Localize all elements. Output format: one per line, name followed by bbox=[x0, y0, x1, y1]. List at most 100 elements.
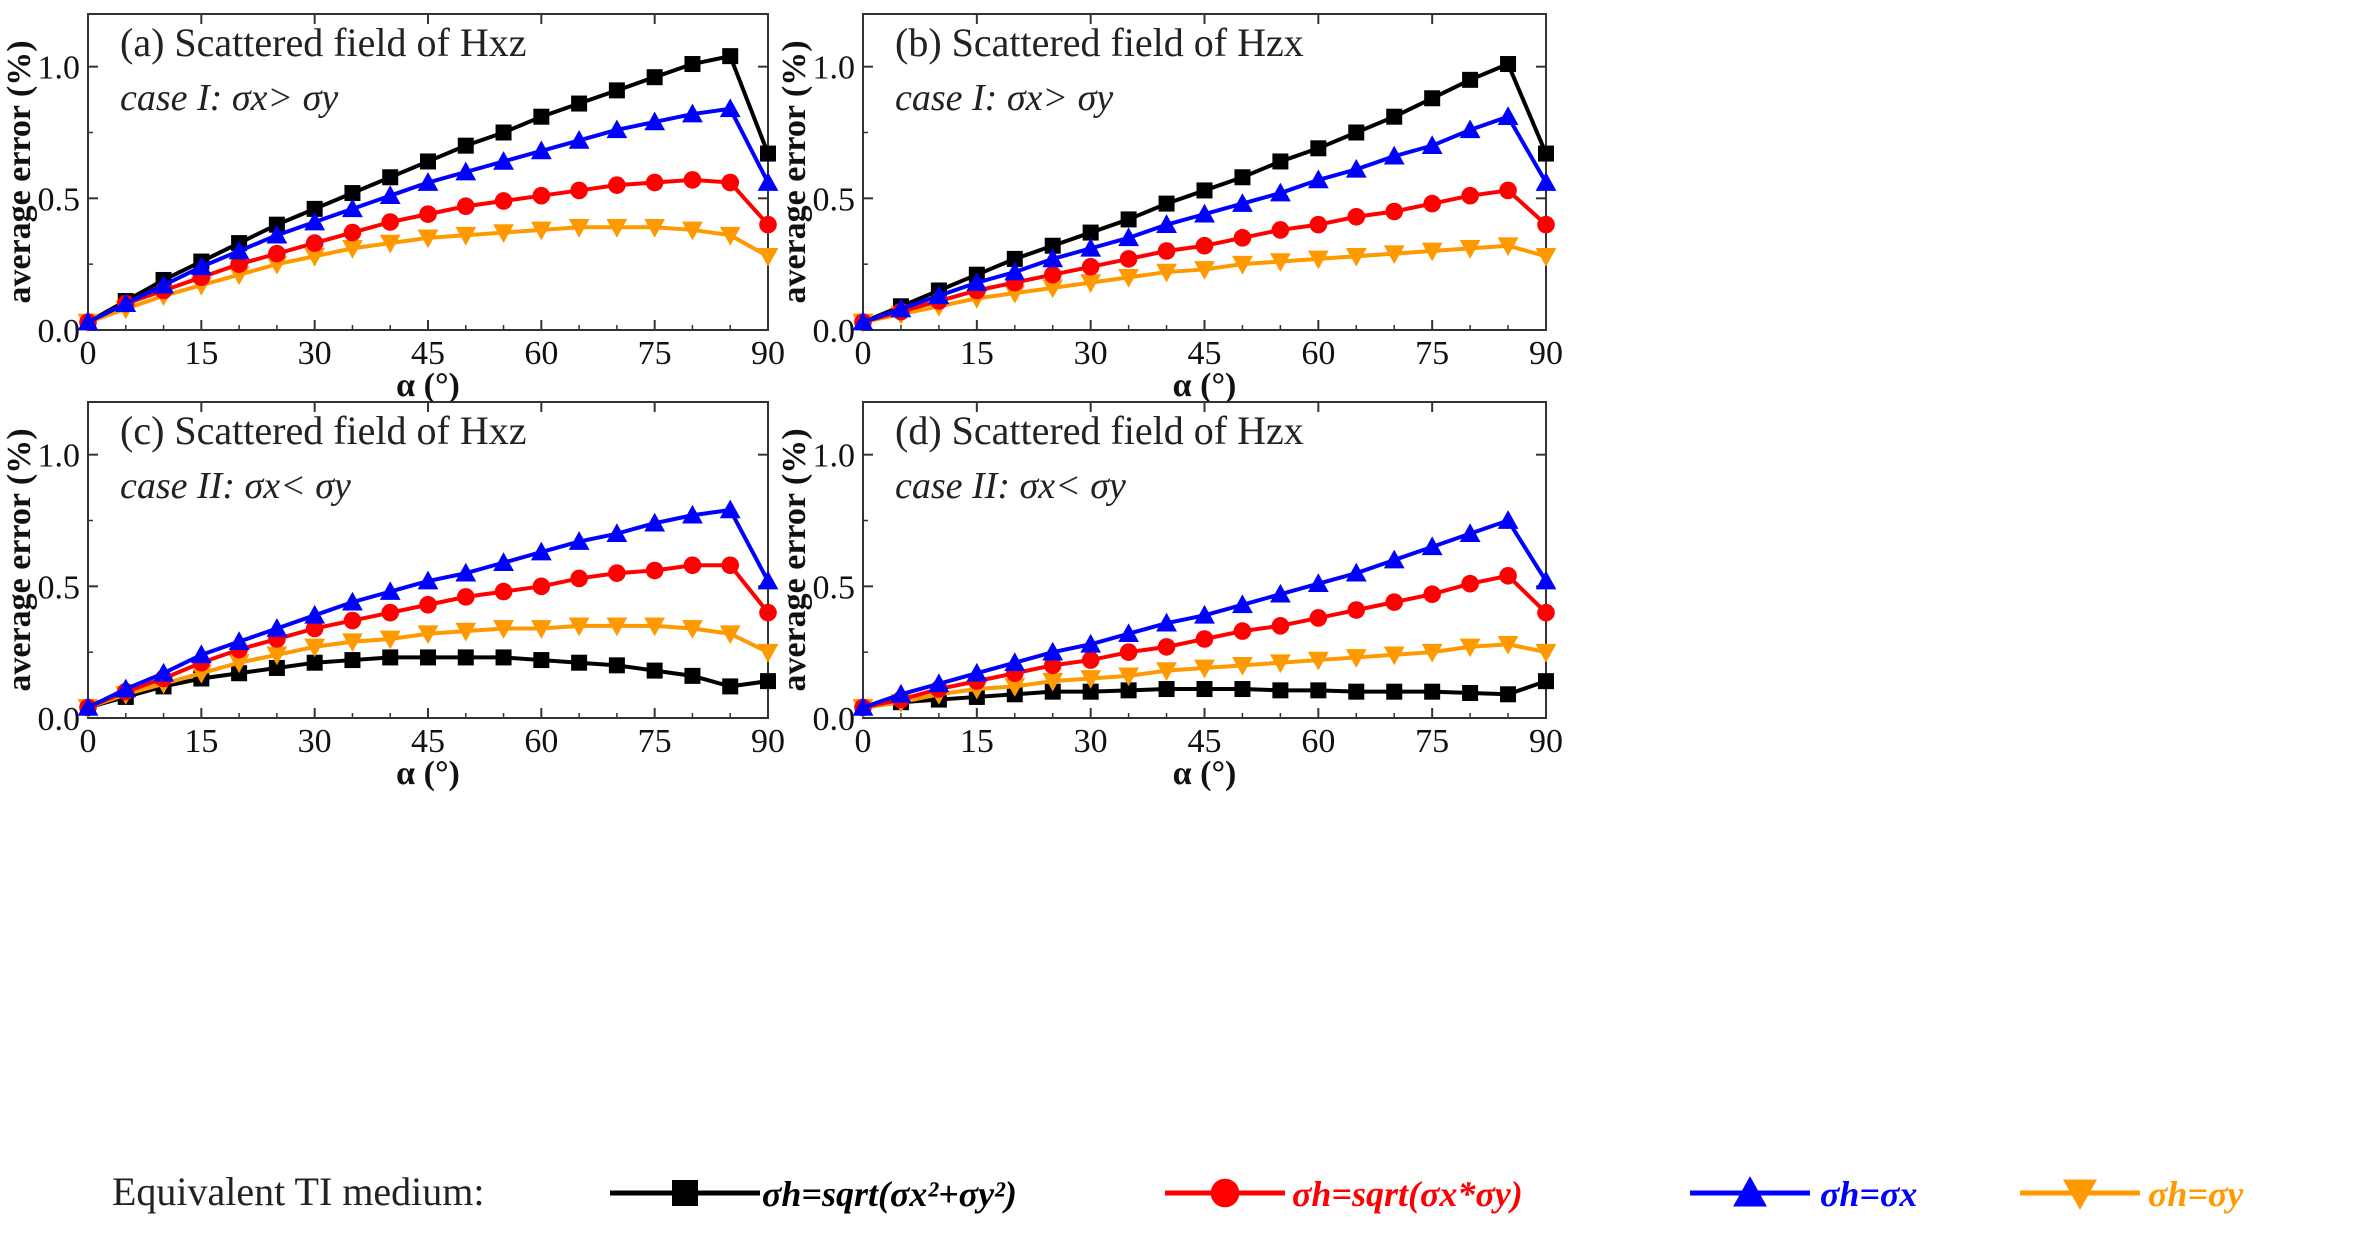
data-point bbox=[1535, 247, 1557, 267]
data-point bbox=[644, 218, 666, 238]
data-point bbox=[1386, 108, 1403, 125]
y-tick-label: 1.0 bbox=[813, 438, 856, 475]
data-point bbox=[343, 223, 362, 242]
data-point bbox=[1424, 683, 1441, 700]
data-point bbox=[1196, 681, 1213, 698]
data-point bbox=[1081, 258, 1100, 276]
data-point bbox=[457, 649, 474, 666]
data-point bbox=[1307, 169, 1329, 189]
x-axis-label: α (°) bbox=[1173, 755, 1237, 792]
data-point bbox=[494, 192, 513, 210]
data-point bbox=[231, 665, 248, 682]
data-point bbox=[1157, 242, 1176, 260]
data-point bbox=[1195, 236, 1214, 255]
data-point bbox=[493, 151, 514, 170]
data-point bbox=[115, 678, 137, 698]
data-point bbox=[1234, 169, 1251, 186]
data-point bbox=[1424, 90, 1441, 107]
legend-marker bbox=[2063, 1179, 2097, 1210]
data-point bbox=[1309, 609, 1328, 627]
data-point bbox=[1421, 536, 1443, 556]
panel-title: (a) Scattered field of Hxz bbox=[120, 20, 526, 65]
data-point bbox=[420, 649, 436, 666]
data-point bbox=[1347, 601, 1366, 619]
data-point bbox=[928, 673, 950, 693]
legend-text: σh=sqrt(σx*σy) bbox=[1292, 1174, 1523, 1214]
data-point bbox=[457, 137, 474, 154]
data-point bbox=[115, 293, 137, 312]
data-point bbox=[606, 617, 628, 637]
x-tick-label: 0 bbox=[855, 335, 872, 372]
data-point bbox=[304, 211, 326, 231]
data-point bbox=[495, 124, 512, 141]
legend-text: σh=σx bbox=[1820, 1174, 1917, 1214]
data-point bbox=[1044, 237, 1061, 254]
data-point bbox=[1497, 510, 1519, 529]
series-line bbox=[87, 177, 770, 324]
data-point bbox=[852, 311, 874, 331]
data-point bbox=[417, 625, 439, 645]
data-point bbox=[381, 603, 400, 622]
data-point bbox=[1459, 638, 1481, 658]
data-point bbox=[1157, 638, 1176, 656]
data-point bbox=[1233, 622, 1252, 640]
data-point bbox=[1386, 683, 1403, 700]
data-point bbox=[304, 604, 326, 624]
x-tick-label: 75 bbox=[1415, 335, 1449, 372]
x-tick-label: 90 bbox=[751, 335, 785, 372]
x-tick-label: 15 bbox=[960, 723, 994, 760]
data-point bbox=[342, 198, 363, 218]
data-point bbox=[1269, 654, 1291, 674]
data-point bbox=[379, 581, 401, 600]
x-tick-label: 30 bbox=[1074, 335, 1108, 372]
x-tick-label: 45 bbox=[1188, 723, 1222, 760]
data-point bbox=[230, 255, 248, 273]
y-axis-label: average error (%) bbox=[776, 40, 813, 303]
data-point bbox=[530, 140, 552, 160]
data-point bbox=[530, 620, 552, 639]
data-point bbox=[1004, 678, 1026, 697]
data-point bbox=[568, 617, 590, 637]
data-point bbox=[1269, 182, 1291, 202]
data-point bbox=[342, 240, 363, 259]
data-point bbox=[419, 595, 437, 614]
data-point bbox=[190, 256, 212, 276]
data-point bbox=[757, 172, 779, 191]
data-point bbox=[608, 564, 626, 582]
data-point bbox=[608, 82, 625, 99]
data-point bbox=[379, 185, 401, 205]
data-point bbox=[1042, 279, 1064, 299]
data-point bbox=[645, 173, 664, 192]
legend-marker bbox=[1210, 1178, 1240, 1208]
data-point bbox=[379, 630, 401, 650]
panels: 0 15 30 45 60 75 90 0.0 0.5 1.0 α (°) average error… bbox=[1, 13, 1563, 792]
data-point bbox=[1423, 585, 1441, 604]
data-point bbox=[1269, 583, 1291, 603]
y-tick-label: 0.5 bbox=[813, 569, 856, 606]
panel-title: (b) Scattered field of Hzx bbox=[895, 20, 1304, 65]
x-tick-label: 75 bbox=[638, 723, 672, 760]
data-point bbox=[721, 556, 740, 575]
y-tick-label: 0.5 bbox=[813, 181, 856, 218]
data-point bbox=[1385, 593, 1404, 611]
data-point bbox=[646, 662, 663, 679]
data-point bbox=[1082, 683, 1099, 700]
data-point bbox=[1307, 250, 1329, 270]
y-tick-label: 1.0 bbox=[813, 50, 856, 87]
data-point bbox=[1310, 140, 1327, 157]
data-point bbox=[1385, 202, 1404, 221]
data-point bbox=[1158, 195, 1175, 212]
data-point bbox=[644, 617, 666, 637]
data-point bbox=[1043, 656, 1062, 675]
data-point bbox=[570, 569, 588, 588]
data-point bbox=[719, 226, 741, 246]
data-point bbox=[1459, 240, 1481, 259]
y-tick-label: 0.0 bbox=[813, 701, 856, 738]
data-point bbox=[381, 213, 400, 231]
x-tick-label: 0 bbox=[80, 335, 97, 372]
data-point bbox=[1120, 211, 1137, 228]
panel-case: case II: σx< σy bbox=[895, 465, 1126, 507]
data-point bbox=[568, 130, 590, 149]
data-point bbox=[530, 541, 552, 561]
y-tick-label: 0.5 bbox=[38, 181, 81, 218]
